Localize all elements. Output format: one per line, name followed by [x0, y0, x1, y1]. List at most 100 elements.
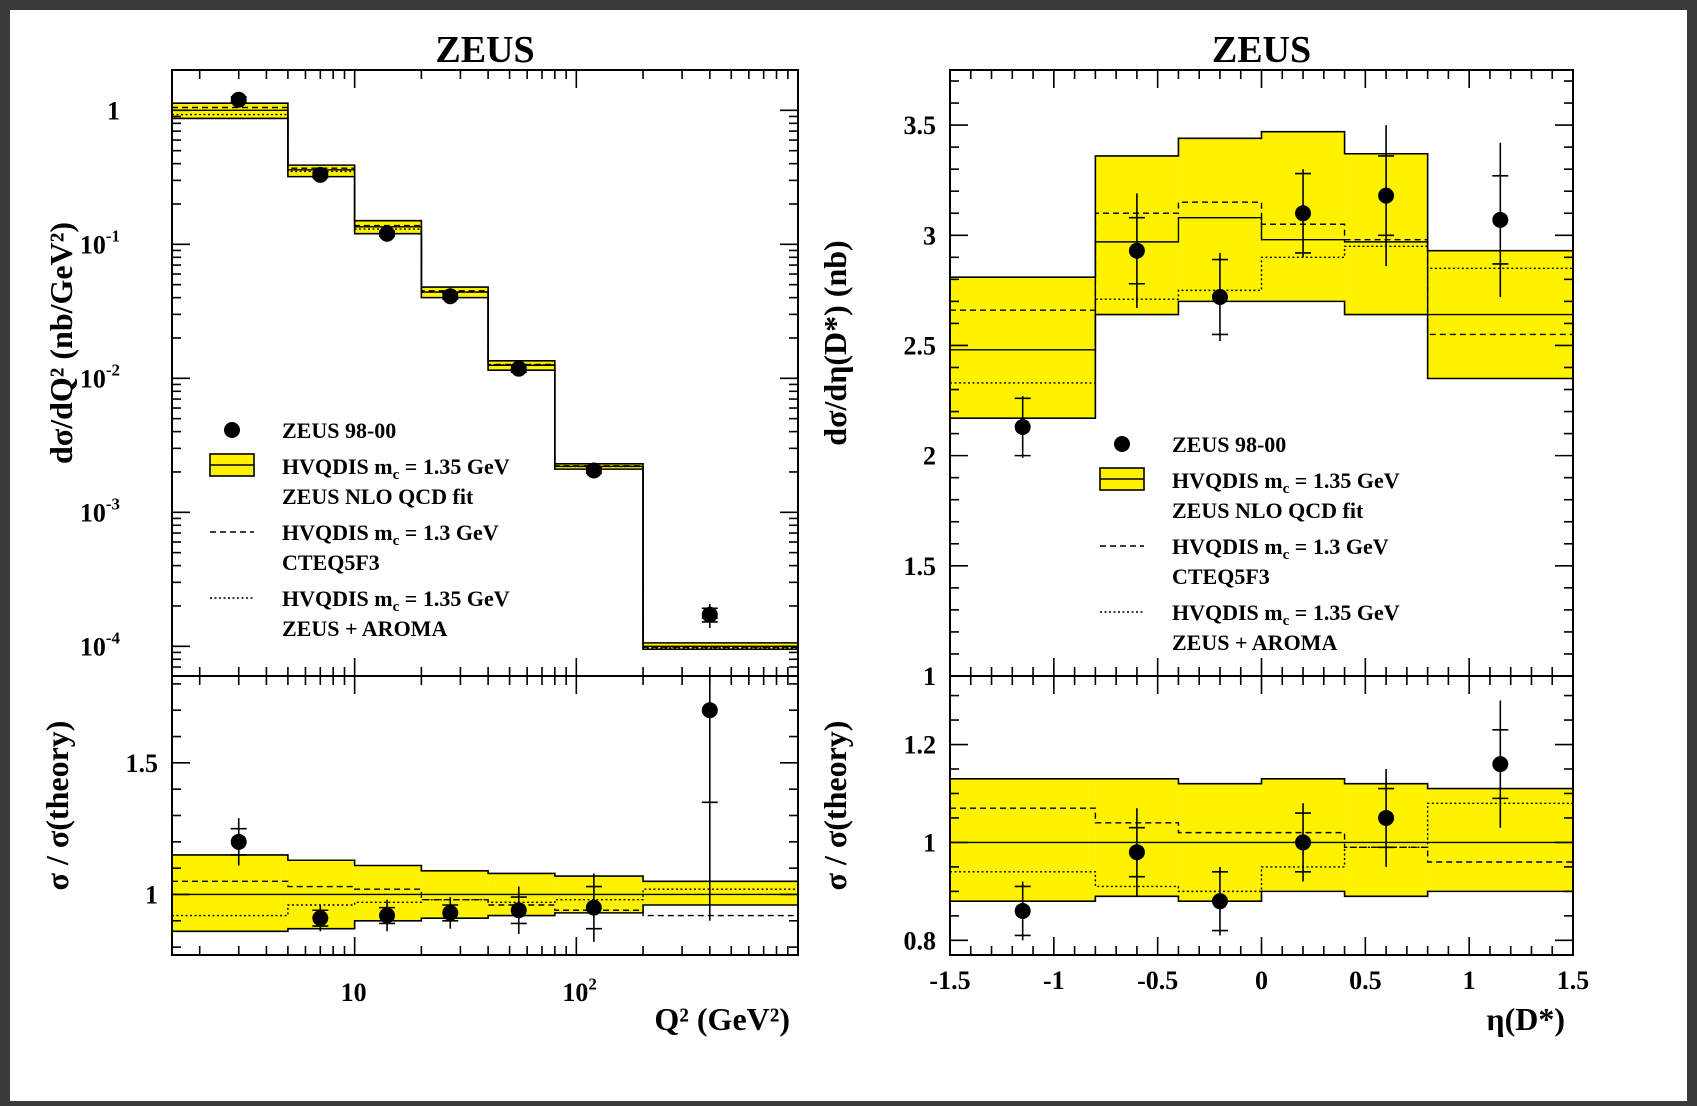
- ratio-data-point: [1128, 844, 1145, 861]
- chart-title: ZEUS: [435, 29, 534, 71]
- ratio-data-point: [1492, 756, 1509, 773]
- x-tick-label: 1.5: [1557, 966, 1590, 995]
- legend-label-sub: c: [1283, 613, 1290, 629]
- ratio-data-point: [1378, 809, 1395, 826]
- main-band-bin: [950, 277, 1096, 419]
- ratio-dotted-line: [950, 802, 1573, 893]
- ratio-data-point: [312, 910, 329, 927]
- legend-label-text: HVQDIS m: [282, 586, 393, 611]
- ratio-y-tick-label: 1.5: [126, 749, 159, 778]
- main-dotted-line: [950, 245, 1573, 384]
- main-data-point: [1492, 211, 1509, 228]
- legend-label-sub: c: [1283, 481, 1290, 497]
- y-tick-label-base: 10: [80, 230, 106, 259]
- main-data-point: [312, 166, 329, 183]
- x-tick-label: -1.5: [929, 966, 970, 995]
- legend-label: HVQDIS mc = 1.35 GeV: [1172, 600, 1400, 629]
- legend-label-text: HVQDIS m: [1172, 534, 1283, 559]
- legend-label-sub: c: [393, 533, 400, 549]
- ratio-data-point: [510, 902, 527, 919]
- legend-label: ZEUS + AROMA: [1172, 630, 1337, 655]
- legend-label: HVQDIS mc = 1.35 GeV: [282, 586, 510, 615]
- x-tick-label-base: 10: [562, 978, 588, 1007]
- main-band-lower-edge: [172, 117, 798, 651]
- main-data-point: [379, 225, 396, 242]
- legend-label: ZEUS + AROMA: [282, 616, 447, 641]
- ratio-y-tick-label: 1: [145, 880, 158, 909]
- y-tick-label: 1.5: [904, 552, 937, 581]
- ratio-band-lower-edge: [950, 890, 1573, 902]
- x-tick-label-base: 10: [341, 978, 367, 1007]
- y-tick-label: 10-2: [80, 361, 120, 394]
- ratio-data-point: [1014, 902, 1031, 919]
- main-band-upper-edge: [950, 130, 1573, 278]
- main-data-point: [230, 91, 247, 108]
- x-tick-label: -0.5: [1137, 966, 1178, 995]
- ratio-dotted-line: [172, 888, 798, 917]
- main-data-point: [1128, 242, 1145, 259]
- main-data-point: [1378, 187, 1395, 204]
- legend-label-suffix: = 1.3 GeV: [1289, 534, 1388, 559]
- legend-label-text: CTEQ5F3: [282, 550, 380, 575]
- x-tick-label: 0.5: [1349, 966, 1382, 995]
- main-dashed-line: [172, 106, 798, 648]
- legend-label-sub: c: [1283, 547, 1290, 563]
- y-tick-label: 3.5: [904, 111, 937, 140]
- main-central-line: [172, 109, 798, 647]
- legend-label-text: ZEUS NLO QCD fit: [1172, 498, 1364, 523]
- legend-label: ZEUS 98-00: [282, 418, 396, 443]
- legend-label: HVQDIS mc = 1.35 GeV: [1172, 468, 1400, 497]
- y-tick-label: 2.5: [904, 331, 937, 360]
- ratio-y-tick-label: 0.8: [904, 926, 937, 955]
- ratio-band-upper-edge: [172, 854, 798, 883]
- ratio-data-point: [701, 702, 718, 719]
- y-tick-label: 2: [923, 442, 936, 471]
- legend-label-suffix: = 1.35 GeV: [399, 586, 509, 611]
- main-dotted-line: [172, 113, 798, 649]
- ratio-y-tick-label: 1: [923, 828, 936, 857]
- y-tick-label: 10-4: [80, 629, 121, 662]
- legend-label-suffix: = 1.35 GeV: [399, 454, 509, 479]
- ratio-y-axis-label: σ / σ(theory): [817, 721, 853, 891]
- legend-label-text: ZEUS + AROMA: [282, 616, 447, 641]
- x-axis-label: Q² (GeV²): [654, 1001, 790, 1037]
- legend-label: HVQDIS mc = 1.3 GeV: [1172, 534, 1389, 563]
- ratio-data-point: [585, 899, 602, 916]
- legend-label-suffix: = 1.35 GeV: [1289, 468, 1399, 493]
- ratio-data-point: [230, 833, 247, 850]
- legend-label: ZEUS NLO QCD fit: [1172, 498, 1364, 523]
- x-tick-label: 1: [1463, 966, 1476, 995]
- legend-marker-point: [1114, 436, 1130, 452]
- ratio-band-bin: [950, 778, 1096, 902]
- x-tick-label: 102: [562, 974, 596, 1007]
- legend-label-sub: c: [393, 467, 400, 483]
- y-tick-label-exp: -4: [106, 629, 121, 648]
- main-band-upper-edge: [172, 102, 798, 644]
- ratio-y-tick-label: 1.2: [904, 731, 937, 760]
- y-tick-label: 1: [107, 96, 120, 125]
- main-data-point: [1211, 288, 1228, 305]
- ratio-data-point: [1211, 893, 1228, 910]
- chart-title: ZEUS: [1212, 29, 1311, 71]
- y-tick-label-exp: -3: [106, 495, 120, 514]
- ratio-data-point: [1295, 834, 1312, 851]
- legend-label: ZEUS 98-00: [1172, 432, 1286, 457]
- x-tick-label: -1: [1043, 966, 1065, 995]
- legend-label-suffix: = 1.35 GeV: [1289, 600, 1399, 625]
- ratio-band-bin: [643, 881, 798, 905]
- legend-label-suffix: = 1.3 GeV: [399, 520, 498, 545]
- ratio-dashed-line: [950, 807, 1573, 863]
- x-tick-label: 0: [1255, 966, 1268, 995]
- legend-label-sub: c: [393, 599, 400, 615]
- main-data-point: [1014, 418, 1031, 435]
- y-tick-label-base: 10: [80, 632, 106, 661]
- legend-label-text: ZEUS NLO QCD fit: [282, 484, 474, 509]
- legend-label-text: CTEQ5F3: [1172, 564, 1270, 589]
- legend-label: ZEUS NLO QCD fit: [282, 484, 474, 509]
- main-data-point: [701, 606, 718, 623]
- legend-label-text: HVQDIS m: [282, 520, 393, 545]
- ratio-y-axis-label: σ / σ(theory): [39, 721, 75, 891]
- legend-label-text: HVQDIS m: [1172, 600, 1283, 625]
